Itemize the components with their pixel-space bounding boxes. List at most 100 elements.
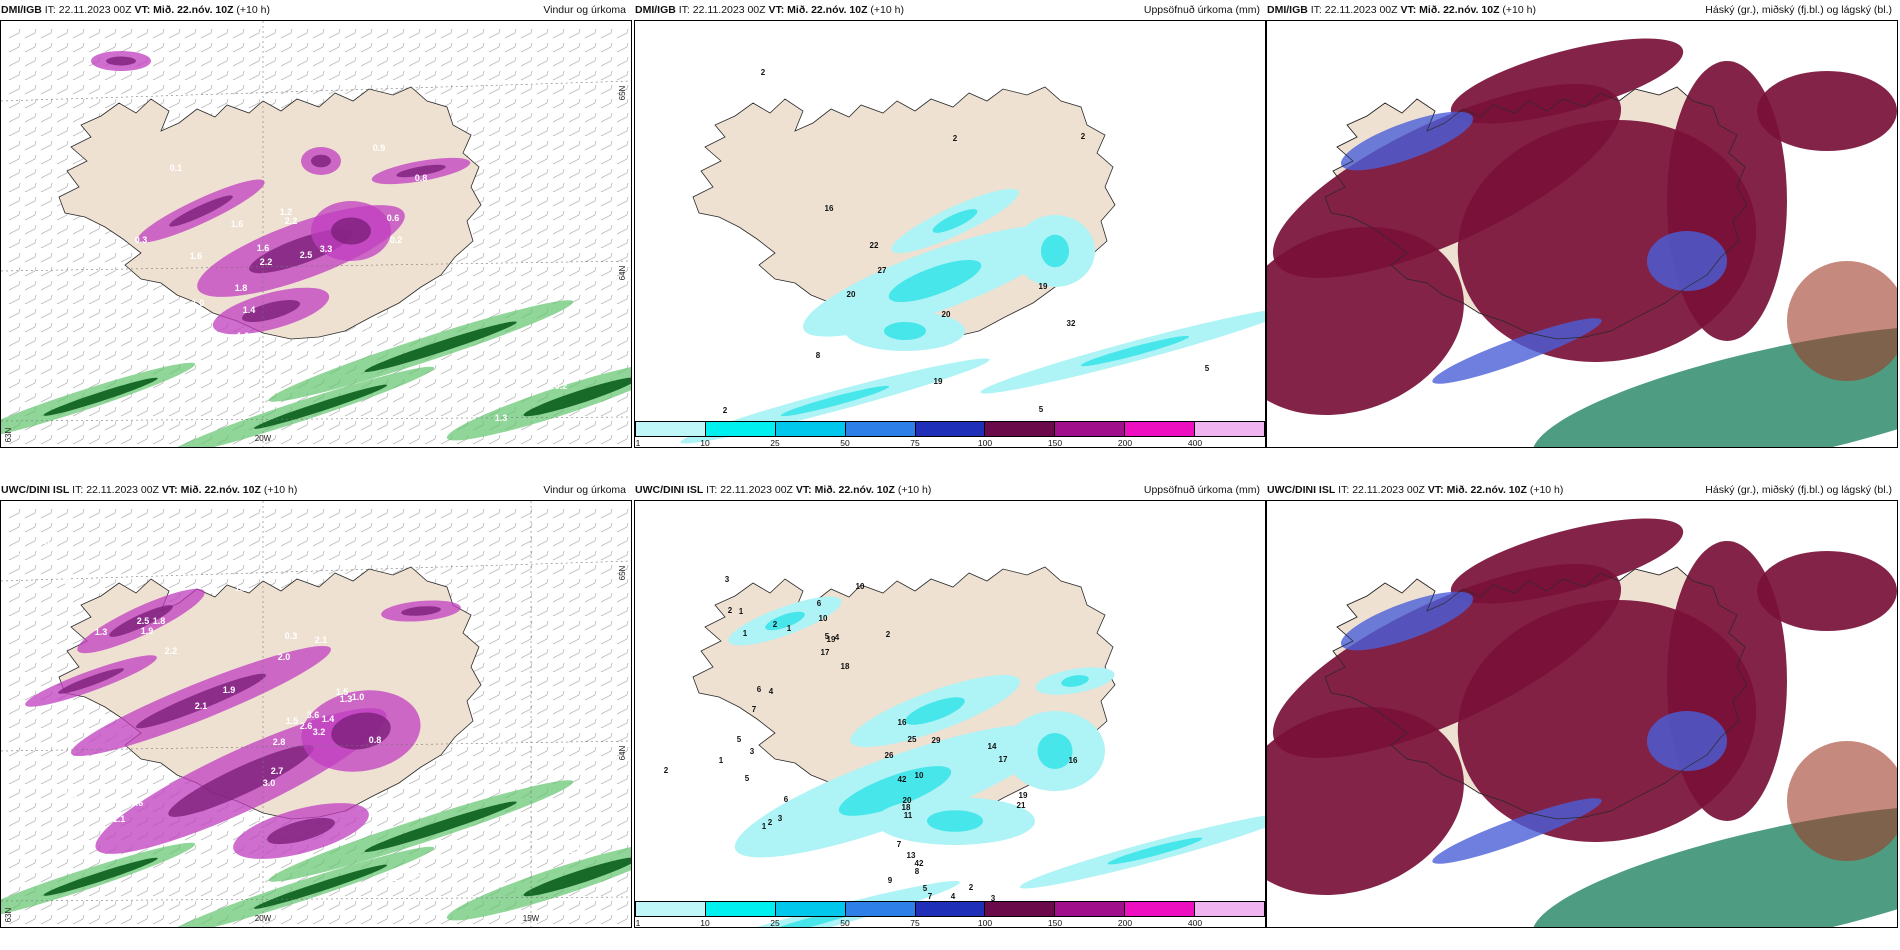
colorbar-swatch (1125, 422, 1196, 436)
map-area[interactable] (1266, 500, 1898, 928)
value-label: 2.6 (300, 721, 313, 731)
map-area[interactable]: 0.1 0.9 0.2 0.3 0.6 0.8 2.2 1.6 1.6 1.2 2.5 3.3 2.2 1… (0, 20, 632, 448)
wind-barb (584, 154, 597, 165)
wind-barb (504, 364, 517, 375)
map-area[interactable]: 0.3 0.6 1.6 1.3 1.9 2.5 1.2 1.8 0.3 2.1 2.2 2.6 3.2 1… (0, 500, 632, 928)
wind-barb (56, 336, 69, 347)
wind-barb (280, 84, 293, 95)
wind-barb (552, 280, 565, 291)
wind-barb (408, 406, 421, 417)
wind-barb (40, 746, 53, 757)
wind-barb (616, 84, 629, 95)
wind-barb (200, 830, 213, 841)
wind-barb (168, 434, 181, 445)
wind-barb (56, 844, 69, 855)
wind-barb (136, 508, 149, 519)
valid-time: Mið. 22.nóv. 10Z (180, 484, 261, 496)
wind-barb (616, 830, 629, 841)
wind-barb (8, 564, 21, 575)
wind-barb (552, 112, 565, 123)
wind-barb (152, 872, 165, 883)
wind-barb (40, 224, 53, 235)
wind-barb (168, 28, 181, 39)
map-layer (1, 21, 631, 447)
wind-barb (136, 42, 149, 53)
wind-barb (40, 322, 53, 333)
value-label: 3.3 (275, 343, 288, 353)
coastline (1324, 86, 1748, 340)
wind-barb (24, 816, 37, 827)
wind-barb (120, 886, 133, 897)
wind-barb (40, 914, 53, 925)
wind-barb (360, 28, 373, 39)
value-label: 1.0 (557, 349, 570, 359)
wind-barb (248, 42, 261, 53)
wind-barb (88, 238, 101, 249)
wind-barb (168, 294, 181, 305)
wind-barb (120, 42, 133, 53)
wind-barb (600, 690, 613, 701)
wind-barb (296, 70, 309, 81)
wind-barb (584, 350, 597, 361)
wind-barb (520, 364, 533, 375)
wind-barb (392, 322, 405, 333)
wind-barb (552, 900, 565, 911)
wind-barb (392, 28, 405, 39)
wind-barb (8, 112, 21, 123)
wind-barb (56, 634, 69, 645)
wind-barb (40, 830, 53, 841)
panel-uwc-wind-precip: UWC/DINI ISL IT: 22.11.2023 00Z VT: Mið.… (0, 480, 632, 928)
precip-areas (25, 588, 461, 859)
precip-core (331, 217, 371, 245)
precip-core (396, 164, 446, 178)
wind-barb (456, 112, 469, 123)
wind-barb (552, 508, 565, 519)
wind-barb (584, 592, 597, 603)
wind-barb (472, 28, 485, 39)
wind-barb (24, 578, 37, 589)
wind-barb (56, 606, 69, 617)
wind-barb (584, 322, 597, 333)
wind-barb (616, 914, 629, 925)
wind-barb (552, 56, 565, 67)
wind-barb (8, 336, 21, 347)
wind-barb (520, 350, 533, 361)
wind-barb (56, 564, 69, 575)
wind-barb (56, 266, 69, 277)
wind-barb (72, 56, 85, 67)
axis-label: 63N (4, 427, 13, 442)
map-area[interactable]: 2 2 2 16 22 27 20 19 20 32 8 5 19 5 2 1 10 25 50 75 100 150 2… (634, 20, 1266, 448)
wind-barb (312, 900, 325, 911)
wind-barb (504, 196, 517, 207)
wind-barb (472, 564, 485, 575)
wind-barb (472, 690, 485, 701)
wind-barb (504, 280, 517, 291)
wind-barb (552, 676, 565, 687)
map-area[interactable] (1266, 20, 1898, 448)
wind-barb (424, 28, 437, 39)
wind-barb (536, 578, 549, 589)
wind-barb (520, 760, 533, 771)
shower-core (254, 864, 388, 909)
colorbar-label: 150 (1047, 918, 1063, 928)
precip-core (780, 385, 890, 417)
map-area[interactable]: 3 2 1 1 2 10 6 10 5 4 17 19 18 2 1 6 7 5 1 3 2 4 25 29 26 16 42 20 1… (634, 500, 1266, 928)
wind-barb (248, 28, 261, 39)
wind-barb (520, 336, 533, 347)
axis-label: 20W (255, 434, 272, 443)
wind-barb (24, 182, 37, 193)
wind-barb (424, 392, 437, 403)
wind-barb (424, 434, 437, 445)
wind-barb (40, 858, 53, 869)
wind-barb (376, 914, 389, 925)
wind-barb (600, 760, 613, 771)
wind-barb (88, 718, 101, 729)
wind-barb (568, 28, 581, 39)
wind-barb (40, 98, 53, 109)
wind-barb (616, 336, 629, 347)
wind-barb (392, 816, 405, 827)
wind-barb (264, 56, 277, 67)
value-label: 0.8 (415, 173, 428, 183)
wind-barb (344, 830, 357, 841)
